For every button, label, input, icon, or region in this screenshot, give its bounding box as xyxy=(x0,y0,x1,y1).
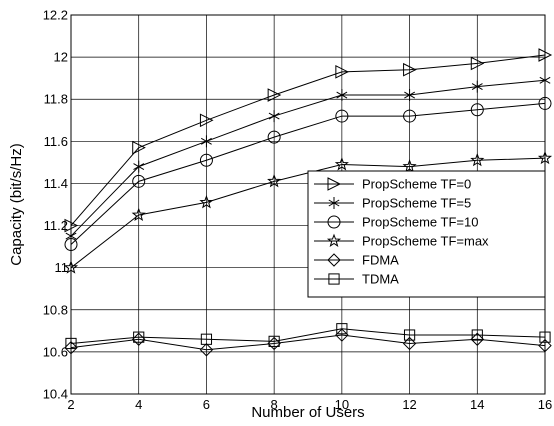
y-tick-label: 12.2 xyxy=(43,8,68,23)
legend-marker-square xyxy=(328,273,340,285)
data-point-star xyxy=(131,207,146,222)
series-line-6 xyxy=(70,328,546,344)
x-tick-label: 8 xyxy=(271,397,278,412)
legend-label: PropScheme TF=0 xyxy=(362,177,471,192)
data-point-circle xyxy=(199,153,213,167)
legend-box xyxy=(307,170,546,298)
legend-marker-circle xyxy=(327,215,341,229)
x-tick-label: 2 xyxy=(67,397,74,412)
data-point-asterisk xyxy=(404,89,416,102)
legend-label: FDMA xyxy=(362,253,399,268)
data-point-triangle-right xyxy=(335,65,349,79)
legend-label: PropScheme TF=max xyxy=(362,234,489,249)
y-tick-label: 11.4 xyxy=(44,176,68,191)
legend-label: PropScheme TF=10 xyxy=(362,215,478,230)
y-tick-label: 11.8 xyxy=(44,92,68,107)
series-line-1 xyxy=(70,54,546,226)
data-point-star xyxy=(199,194,214,209)
legend-marker-star xyxy=(326,233,342,248)
data-point-diamond xyxy=(267,336,281,351)
data-point-diamond xyxy=(132,332,146,346)
y-tick-label: 10.4 xyxy=(43,387,68,402)
data-point-star xyxy=(470,152,485,167)
x-tick-label: 14 xyxy=(470,397,484,412)
y-axis-label: Capacity (bit/s/Hz) xyxy=(8,143,25,266)
data-point-asterisk xyxy=(471,80,483,93)
data-point-diamond xyxy=(199,343,214,357)
y-tick-label: 10.6 xyxy=(43,344,68,359)
data-point-star xyxy=(334,157,349,171)
x-tick-label: 10 xyxy=(335,397,349,412)
data-point-circle xyxy=(335,109,349,123)
data-point-square xyxy=(268,335,280,347)
data-point-asterisk xyxy=(336,89,348,102)
data-point-diamond xyxy=(470,332,484,346)
legend-marker-asterisk xyxy=(328,197,340,209)
y-axis-ticks: 10.4 10.6 10.8 11 11.2 11.4 11.6 11.8 12 12.2 xyxy=(43,8,68,402)
y-tick-label: 12 xyxy=(54,50,68,65)
x-tick-label: 16 xyxy=(538,397,552,412)
x-tick-label: 4 xyxy=(135,397,142,412)
data-point-triangle-right xyxy=(132,140,146,155)
data-point-asterisk xyxy=(200,135,212,148)
data-point-circle xyxy=(267,130,281,144)
x-tick-label: 12 xyxy=(402,397,416,412)
y-tick-label: 11.6 xyxy=(44,134,68,149)
data-point-triangle-right xyxy=(267,88,282,102)
x-tick-label: 6 xyxy=(203,397,210,412)
data-point-star xyxy=(402,159,417,173)
data-point-diamond xyxy=(335,328,349,342)
y-tick-label: 11.2 xyxy=(44,218,68,233)
x-axis-ticks: 2 4 6 8 10 12 14 16 xyxy=(67,397,552,412)
data-point-star xyxy=(267,173,282,188)
legend-label: PropScheme TF=5 xyxy=(362,196,471,211)
series-line-5 xyxy=(70,334,546,351)
data-point-square xyxy=(336,323,348,335)
data-point-square xyxy=(133,331,145,343)
data-point-square xyxy=(403,329,416,341)
y-tick-label: 10.8 xyxy=(43,302,68,317)
series-line-2 xyxy=(70,79,546,237)
data-point-square xyxy=(471,329,483,341)
legend-marker-diamond xyxy=(327,253,341,267)
data-point-triangle-right xyxy=(199,113,214,128)
data-point-square xyxy=(200,333,213,345)
series-line-3 xyxy=(70,102,546,245)
data-point-triangle-right xyxy=(403,62,417,77)
legend: PropScheme TF=0 PropScheme TF=5 PropScheme… xyxy=(307,170,546,298)
data-point-diamond xyxy=(402,336,417,351)
legend-label: TDMA xyxy=(362,272,399,287)
legend-marker-triangle-right xyxy=(327,177,342,191)
data-point-circle xyxy=(403,109,417,123)
y-tick-label: 11 xyxy=(55,260,69,275)
data-point-triangle-right xyxy=(470,56,485,71)
data-point-asterisk xyxy=(133,160,145,173)
data-point-circle xyxy=(132,174,146,188)
x-axis-label: Number of Users xyxy=(251,404,364,421)
data-point-circle xyxy=(470,103,484,117)
data-point-asterisk xyxy=(268,110,280,123)
